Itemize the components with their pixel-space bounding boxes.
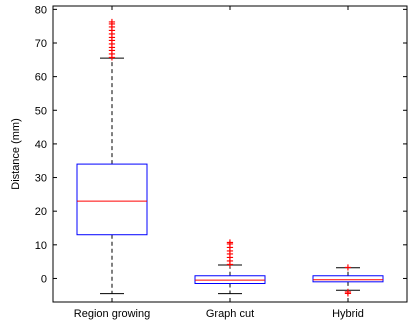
outlier-point: + bbox=[108, 17, 116, 28]
outlier-point: + bbox=[108, 36, 116, 47]
y-tick-label: 10 bbox=[35, 240, 47, 252]
y-tick-label: 20 bbox=[35, 206, 47, 218]
iqr-box bbox=[194, 275, 266, 285]
y-tick-label: 80 bbox=[35, 4, 47, 16]
outlier-point: + bbox=[226, 239, 234, 250]
outlier-point: + bbox=[108, 39, 116, 50]
outlier-point: + bbox=[108, 19, 116, 30]
outlier-point: + bbox=[108, 52, 116, 63]
outlier-point: + bbox=[108, 32, 116, 43]
box-group: ++++++++ bbox=[194, 237, 266, 295]
outlier-point: + bbox=[344, 289, 352, 300]
outlier-point: + bbox=[226, 243, 234, 254]
x-tick-label: Region growing bbox=[74, 308, 150, 320]
outlier-point: + bbox=[108, 26, 116, 37]
iqr-box bbox=[76, 163, 148, 236]
x-tick-label: Graph cut bbox=[206, 308, 254, 320]
x-axis: Region growing Graph cut Hybrid bbox=[74, 6, 364, 320]
y-axis-label: Distance (mm) bbox=[10, 118, 22, 190]
outlier-point: + bbox=[344, 287, 352, 298]
outlier-point: + bbox=[108, 42, 116, 53]
outlier-point: + bbox=[108, 46, 116, 57]
y-tick-label: 70 bbox=[35, 38, 47, 50]
outlier-point: + bbox=[108, 49, 116, 60]
iqr-box bbox=[312, 275, 384, 283]
y-tick-label: 60 bbox=[35, 72, 47, 84]
box-group: ++++++++++++ bbox=[76, 17, 148, 295]
outlier-point: + bbox=[226, 256, 234, 267]
y-tick-label: 0 bbox=[41, 273, 47, 285]
x-tick-label: Hybrid bbox=[332, 308, 364, 320]
outlier-point: + bbox=[226, 237, 234, 248]
y-tick-label: 50 bbox=[35, 105, 47, 117]
outlier-point: + bbox=[226, 249, 234, 260]
box-group: +++ bbox=[312, 262, 384, 300]
y-tick-label: 40 bbox=[35, 139, 47, 151]
y-axis: 0 10 20 30 40 50 60 70 80 bbox=[35, 4, 407, 285]
outlier-point: + bbox=[108, 29, 116, 40]
outlier-point: + bbox=[108, 22, 116, 33]
outlier-point: + bbox=[344, 262, 352, 273]
outlier-point: + bbox=[226, 246, 234, 257]
outlier-point: + bbox=[226, 253, 234, 264]
box-series: +++++++++++++++++++++++ bbox=[76, 17, 384, 300]
outlier-point: + bbox=[226, 259, 234, 270]
y-tick-label: 30 bbox=[35, 173, 47, 185]
